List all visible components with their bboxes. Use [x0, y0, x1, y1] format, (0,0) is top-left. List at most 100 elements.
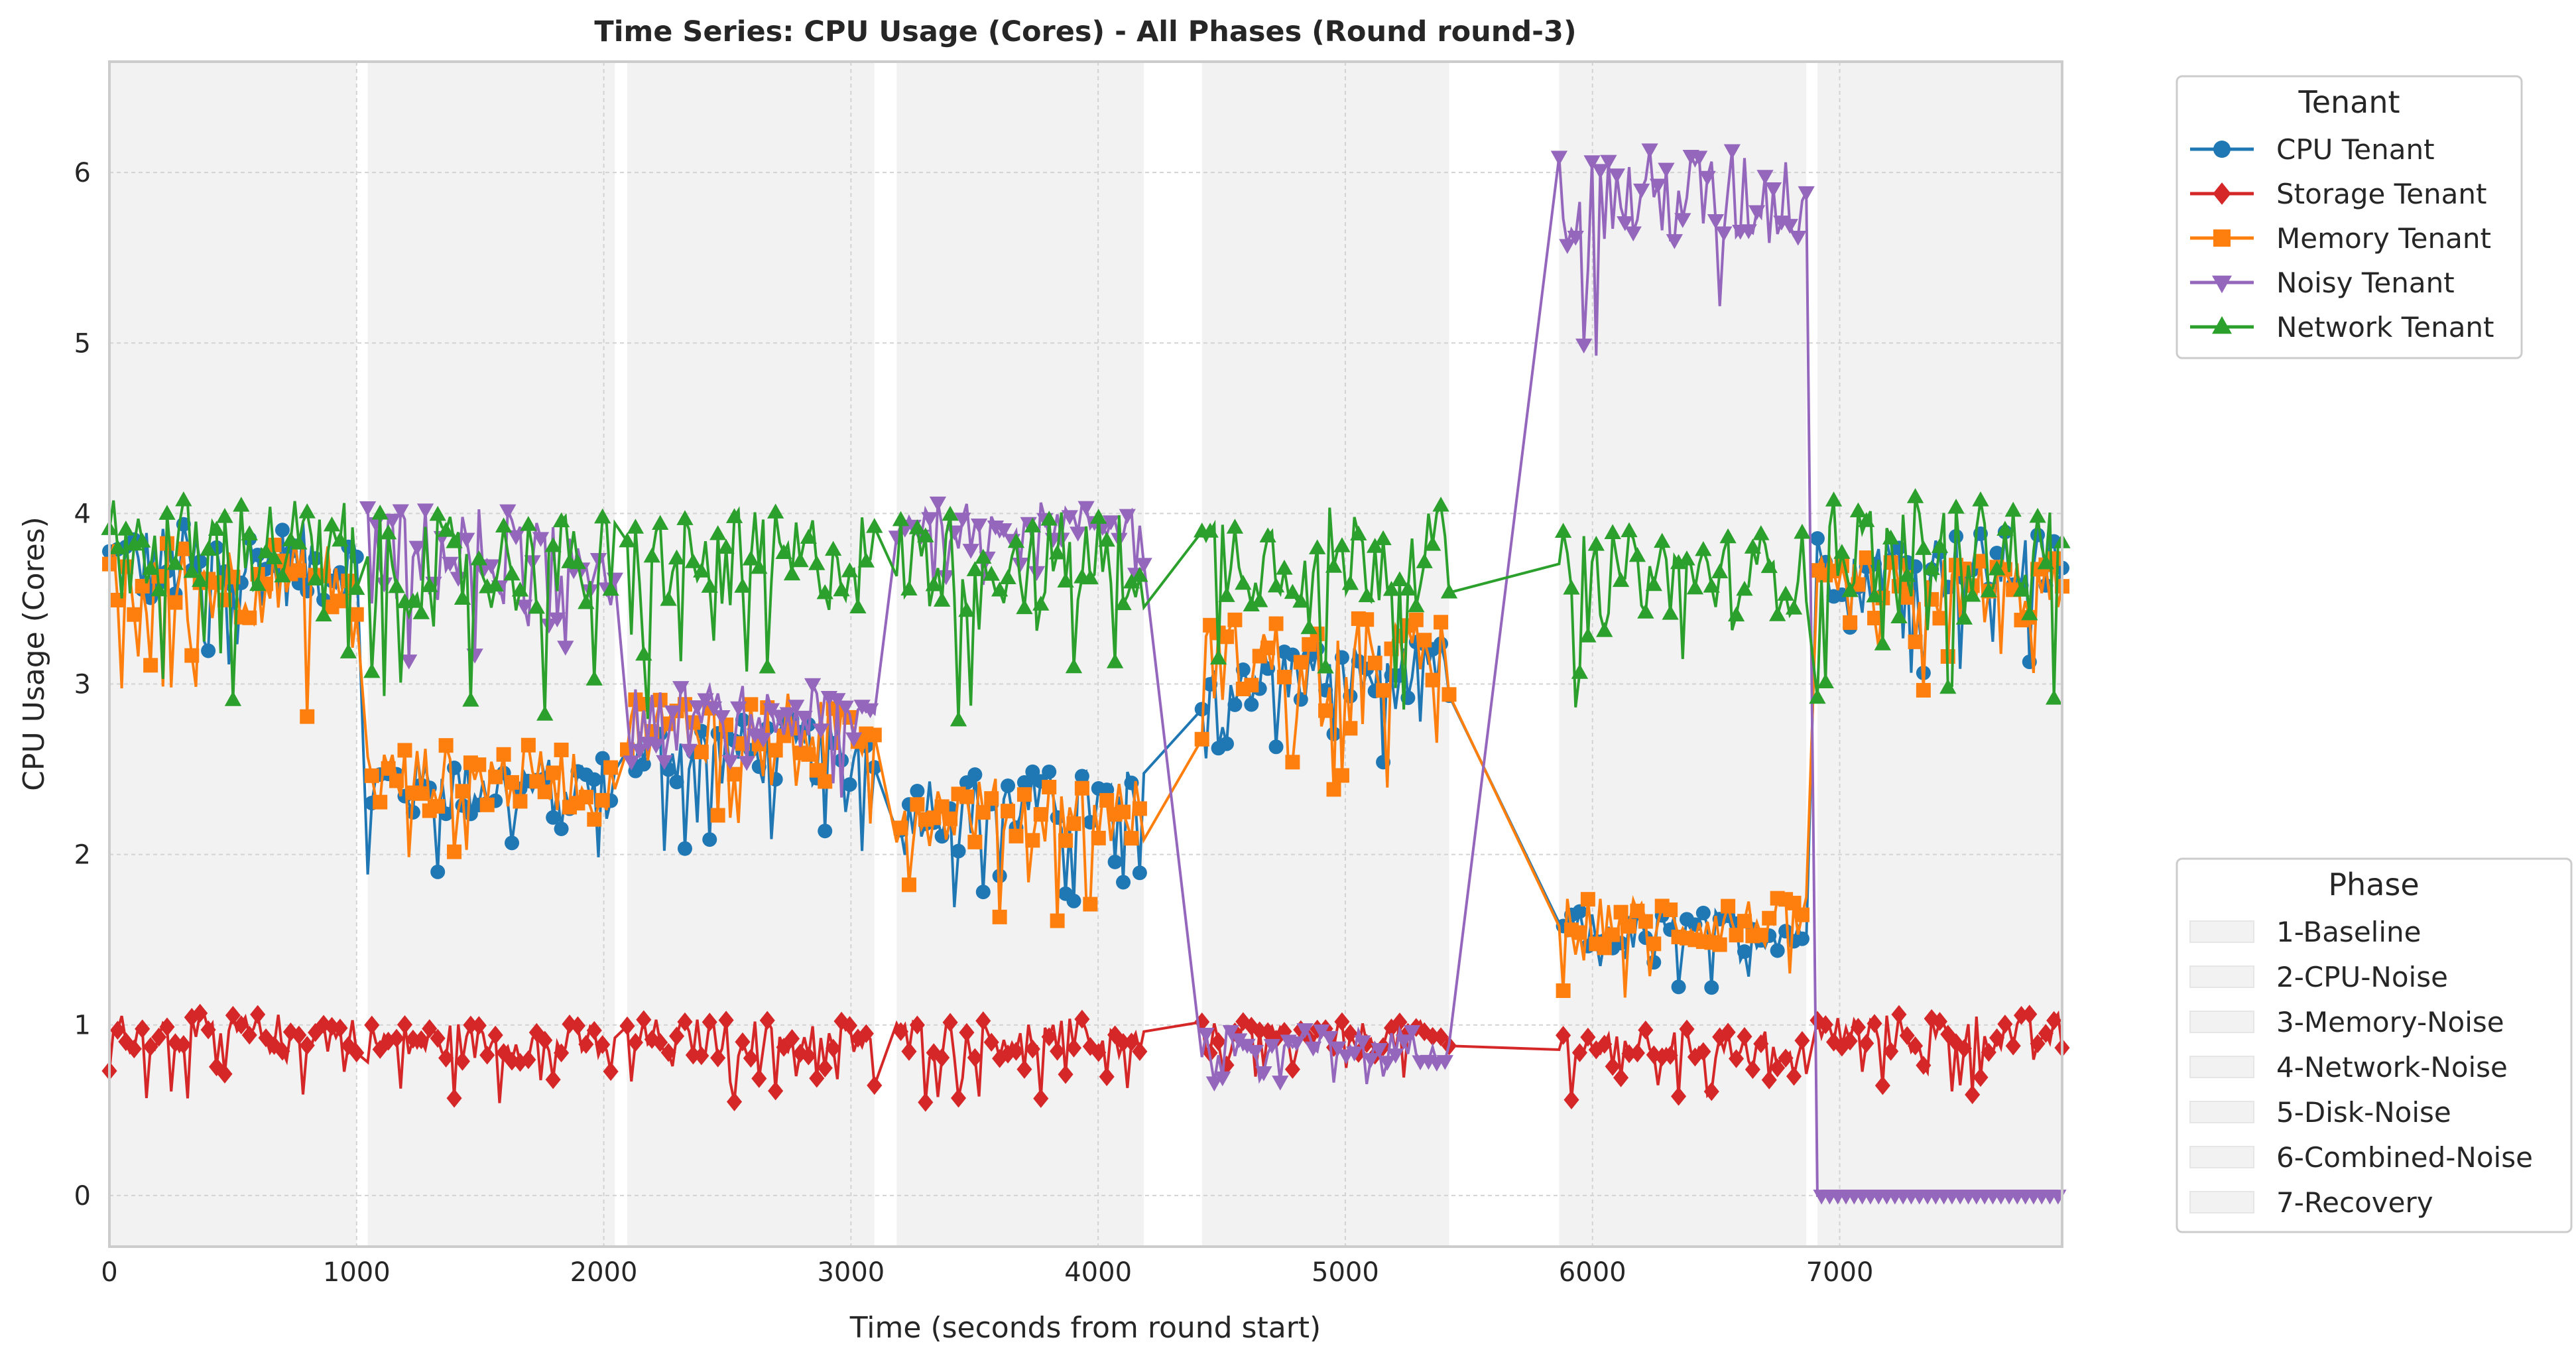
data-point	[858, 1024, 874, 1044]
data-point	[586, 1021, 602, 1040]
data-point	[958, 601, 975, 617]
data-point	[520, 516, 537, 531]
data-point	[1392, 1013, 1408, 1032]
data-point	[730, 701, 747, 717]
data-point	[1367, 538, 1384, 553]
data-point	[1119, 509, 1136, 525]
phase-legend-item: 1-Baseline	[2189, 916, 2421, 948]
data-point	[483, 559, 500, 575]
data-point	[951, 843, 966, 859]
data-point	[479, 797, 495, 812]
series-line	[108, 497, 2063, 721]
data-point	[1033, 1089, 1049, 1108]
data-point	[751, 1069, 767, 1088]
data-point	[1313, 1024, 1330, 1040]
data-point	[430, 864, 446, 879]
data-point	[999, 569, 1016, 584]
data-point	[1066, 816, 1081, 832]
data-point	[454, 1052, 471, 1071]
data-point	[1737, 944, 1752, 960]
data-point	[660, 1042, 676, 1062]
data-point	[1334, 1012, 1350, 1032]
data-point	[1028, 566, 1046, 582]
data-point	[1326, 726, 1341, 741]
data-point	[1723, 144, 1741, 160]
data-point	[975, 885, 991, 900]
data-point	[1425, 672, 1440, 688]
data-point	[619, 532, 636, 548]
data-point	[578, 593, 595, 609]
data-point	[511, 582, 529, 597]
phase-legend-label: 2-CPU-Noise	[2276, 961, 2448, 993]
data-point	[1354, 1035, 1371, 1050]
data-point	[1123, 1032, 1140, 1052]
data-point	[225, 1005, 241, 1025]
data-point	[1948, 1033, 1964, 1052]
data-point	[975, 805, 991, 820]
data-point	[349, 607, 364, 622]
data-point	[142, 560, 159, 575]
data-point	[1326, 782, 1341, 797]
data-point	[569, 554, 587, 570]
data-point	[942, 505, 959, 521]
series-line	[108, 1010, 2063, 1103]
data-point	[1284, 1060, 1300, 1079]
data-point	[1817, 1015, 1833, 1034]
data-point	[1973, 554, 1988, 569]
data-point	[1972, 491, 1989, 507]
data-point	[1556, 983, 1571, 999]
data-point	[1070, 527, 1087, 542]
data-point	[421, 577, 438, 592]
data-point	[1032, 595, 1050, 611]
data-point	[332, 1019, 348, 1038]
data-point	[1325, 558, 1343, 573]
data-point	[470, 550, 487, 566]
data-point	[652, 1032, 668, 1052]
data-point	[1550, 151, 1568, 166]
data-point	[587, 772, 602, 787]
data-point	[216, 508, 233, 523]
data-point	[926, 810, 942, 826]
data-point	[975, 1011, 991, 1030]
data-point	[1116, 875, 1131, 890]
data-point	[504, 1051, 520, 1071]
data-point	[1362, 1053, 1380, 1068]
data-point	[743, 1048, 759, 1068]
data-point	[1033, 807, 1048, 822]
data-point	[570, 1016, 585, 1036]
data-point	[1781, 219, 1798, 234]
data-point	[921, 512, 938, 527]
data-point	[1417, 633, 1432, 648]
data-point	[364, 1015, 380, 1035]
data-point	[176, 1035, 192, 1054]
data-point	[631, 743, 648, 759]
data-point	[697, 693, 714, 709]
data-point	[1988, 560, 2006, 576]
data-point	[619, 1016, 635, 1036]
data-point	[158, 505, 176, 520]
data-point	[643, 547, 660, 563]
data-point	[1906, 488, 1924, 503]
data-point	[332, 531, 349, 547]
x-tick-labels: 0 1000 2000 3000 4000 5000 6000 7000	[101, 1257, 1873, 1288]
data-point	[192, 572, 209, 588]
data-point	[446, 533, 463, 548]
data-point	[505, 775, 520, 790]
data-point	[779, 707, 796, 723]
data-point	[1608, 168, 1626, 184]
data-point	[404, 593, 422, 608]
data-point	[1786, 1066, 1802, 1086]
data-point	[824, 540, 842, 556]
data-point	[1219, 629, 1234, 645]
data-point	[1440, 583, 1458, 599]
phase-swatch	[2189, 965, 2254, 988]
phase-swatch	[2189, 1191, 2254, 1213]
data-point	[1041, 1027, 1057, 1046]
data-point	[2038, 1024, 2054, 1043]
data-point	[1433, 1027, 1449, 1046]
data-point	[1048, 544, 1066, 560]
data-point	[845, 732, 863, 748]
data-point	[647, 739, 665, 754]
data-point	[1769, 606, 1786, 621]
data-point	[1342, 1024, 1358, 1044]
